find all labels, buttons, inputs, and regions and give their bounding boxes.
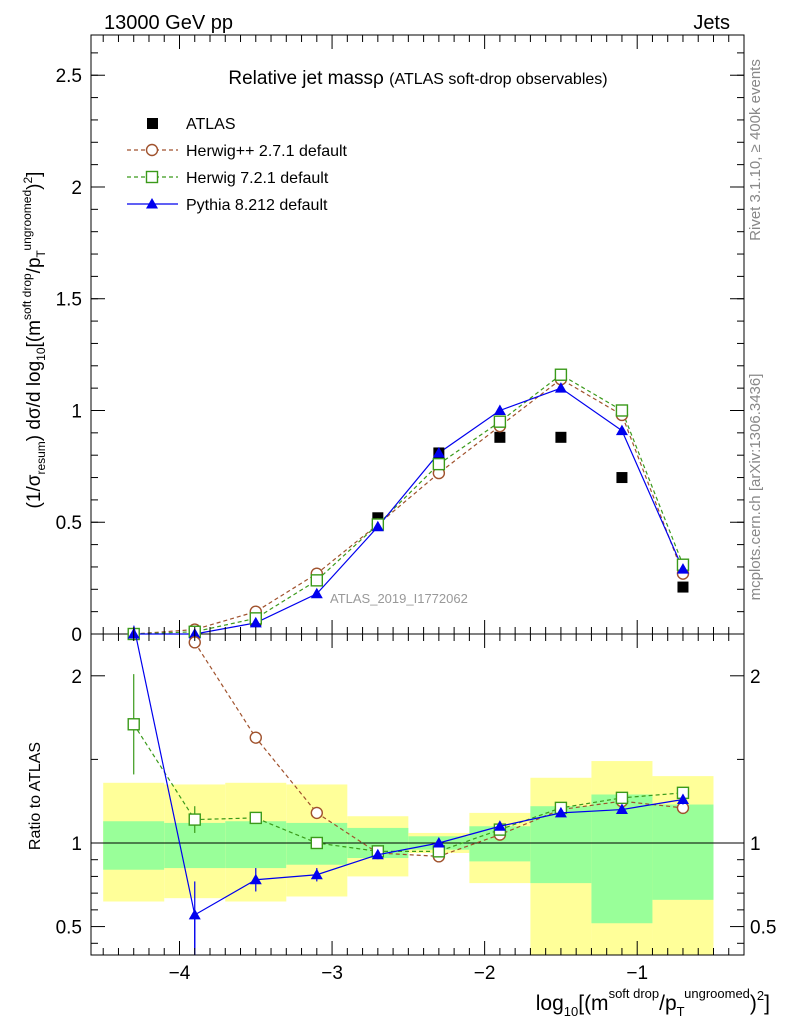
ratio-ytick-label: 2: [71, 667, 82, 688]
ratio-point-2: [371, 848, 384, 860]
ratio-xtick-label: −1: [626, 963, 648, 984]
main-point-2: [493, 415, 507, 428]
ratio-ytick-label-right: 2: [750, 667, 761, 688]
beam-label: 13000 GeV pp: [104, 12, 233, 34]
ratio-point-2: [310, 868, 323, 880]
rivet-label: Rivet 3.1.10, ≥ 400k events: [747, 59, 764, 241]
main-point-3: [493, 404, 506, 415]
legend: ATLAS Herwig++ 2.7.1 default Herwig 7.2.…: [127, 116, 348, 214]
mcplots-label: mcplots.cern.ch [arXiv:1306.3436]: [747, 374, 764, 601]
ratio-line-2: [133, 625, 684, 916]
axis-ticks: 0 0.5 1 1.5 2 2.5 −4 −3 −2 −1 0.5 0.5 1 1 2 2: [56, 35, 776, 984]
band-inner-7: [530, 806, 592, 884]
ratio-xtick-label: −4: [169, 963, 191, 984]
main-point-3: [310, 587, 323, 599]
band-inner-8: [591, 794, 653, 924]
main-ytick-label: 1.5: [56, 290, 82, 311]
ratio-ytick-label-right: 0.5: [750, 918, 776, 939]
main-ytick-label: 2.5: [56, 66, 82, 87]
ratio-point-1: [127, 718, 140, 731]
ratio-xtick-label: −3: [321, 963, 343, 984]
band-inner-0: [103, 821, 165, 870]
main-ytick-label: 0: [71, 625, 82, 646]
x-axis-label: log10[(msoft drop/pTungroomed)2]: [536, 986, 770, 1019]
legend-marker-atlas: [147, 118, 158, 129]
main-ytick-label: 0.5: [56, 513, 82, 534]
main-point-3: [249, 616, 262, 628]
main-point-2: [615, 404, 629, 417]
main-point-0: [555, 431, 567, 443]
ratio-point-2: [615, 803, 628, 815]
main-y-axis-label: (1/σresum) dσ/d log10[(msoft drop/pTungr…: [20, 172, 48, 509]
legend-marker-herwigpp: [145, 143, 159, 157]
legend-label-herwig7: Herwig 7.2.1 default: [186, 170, 329, 187]
ratio-point-0: [249, 731, 262, 744]
main-point-2: [554, 368, 568, 381]
watermark: ATLAS_2019_I1772062: [330, 591, 468, 606]
main-point-0: [494, 431, 506, 443]
main-point-2: [310, 574, 324, 587]
main-point-2: [432, 457, 446, 471]
main-point-3: [554, 382, 567, 393]
ratio-line-1: [133, 723, 684, 852]
legend-label-atlas: ATLAS: [186, 116, 236, 133]
main-point-3: [432, 446, 445, 458]
ratio-point-2: [188, 908, 201, 920]
ratio-point-1: [432, 845, 446, 858]
main-line-2: [133, 374, 684, 635]
band-inner-9: [652, 804, 714, 900]
band-inner-2: [225, 821, 287, 869]
ratio-point-2: [554, 806, 567, 818]
ratio-y-axis-label: Ratio to ATLAS: [27, 742, 44, 850]
ratio-point-1: [310, 836, 324, 850]
ratio-point-1: [249, 811, 262, 825]
main-ytick-label: 1: [71, 401, 82, 422]
ratio-point-2: [432, 836, 445, 848]
main-point-0: [616, 472, 628, 484]
main-ytick-label: 2: [71, 178, 82, 199]
ratio-ytick-label-right: 1: [750, 834, 761, 855]
main-point-0: [372, 512, 384, 524]
process-label: Jets: [693, 12, 730, 34]
legend-label-pythia: Pythia 8.212 default: [186, 197, 328, 214]
ratio-point-1: [188, 813, 201, 826]
ratio-point-2: [249, 873, 262, 885]
ratio-ytick-label: 1: [71, 834, 82, 855]
main-line-1: [133, 378, 684, 635]
legend-marker-herwig7: [145, 170, 159, 184]
ratio-point-2: [676, 793, 689, 805]
legend-marker-pythia: [146, 198, 158, 209]
main-point-3: [615, 424, 628, 436]
ratio-ytick-label: 0.5: [56, 918, 82, 939]
ratio-point-0: [310, 806, 324, 820]
main-point-3: [371, 520, 384, 532]
legend-label-herwigpp: Herwig++ 2.7.1 default: [186, 143, 348, 160]
ratio-plot-frame: [90, 633, 745, 956]
ratio-point-1: [615, 791, 629, 805]
main-point-0: [677, 581, 689, 593]
ratio-xtick-label: −2: [474, 963, 496, 984]
plot-title: Relative jet massρ (ATLAS soft-drop obse…: [228, 68, 607, 89]
ratio-series-group: [127, 625, 690, 955]
ratio-point-2: [493, 820, 506, 831]
main-point-3: [676, 563, 689, 574]
